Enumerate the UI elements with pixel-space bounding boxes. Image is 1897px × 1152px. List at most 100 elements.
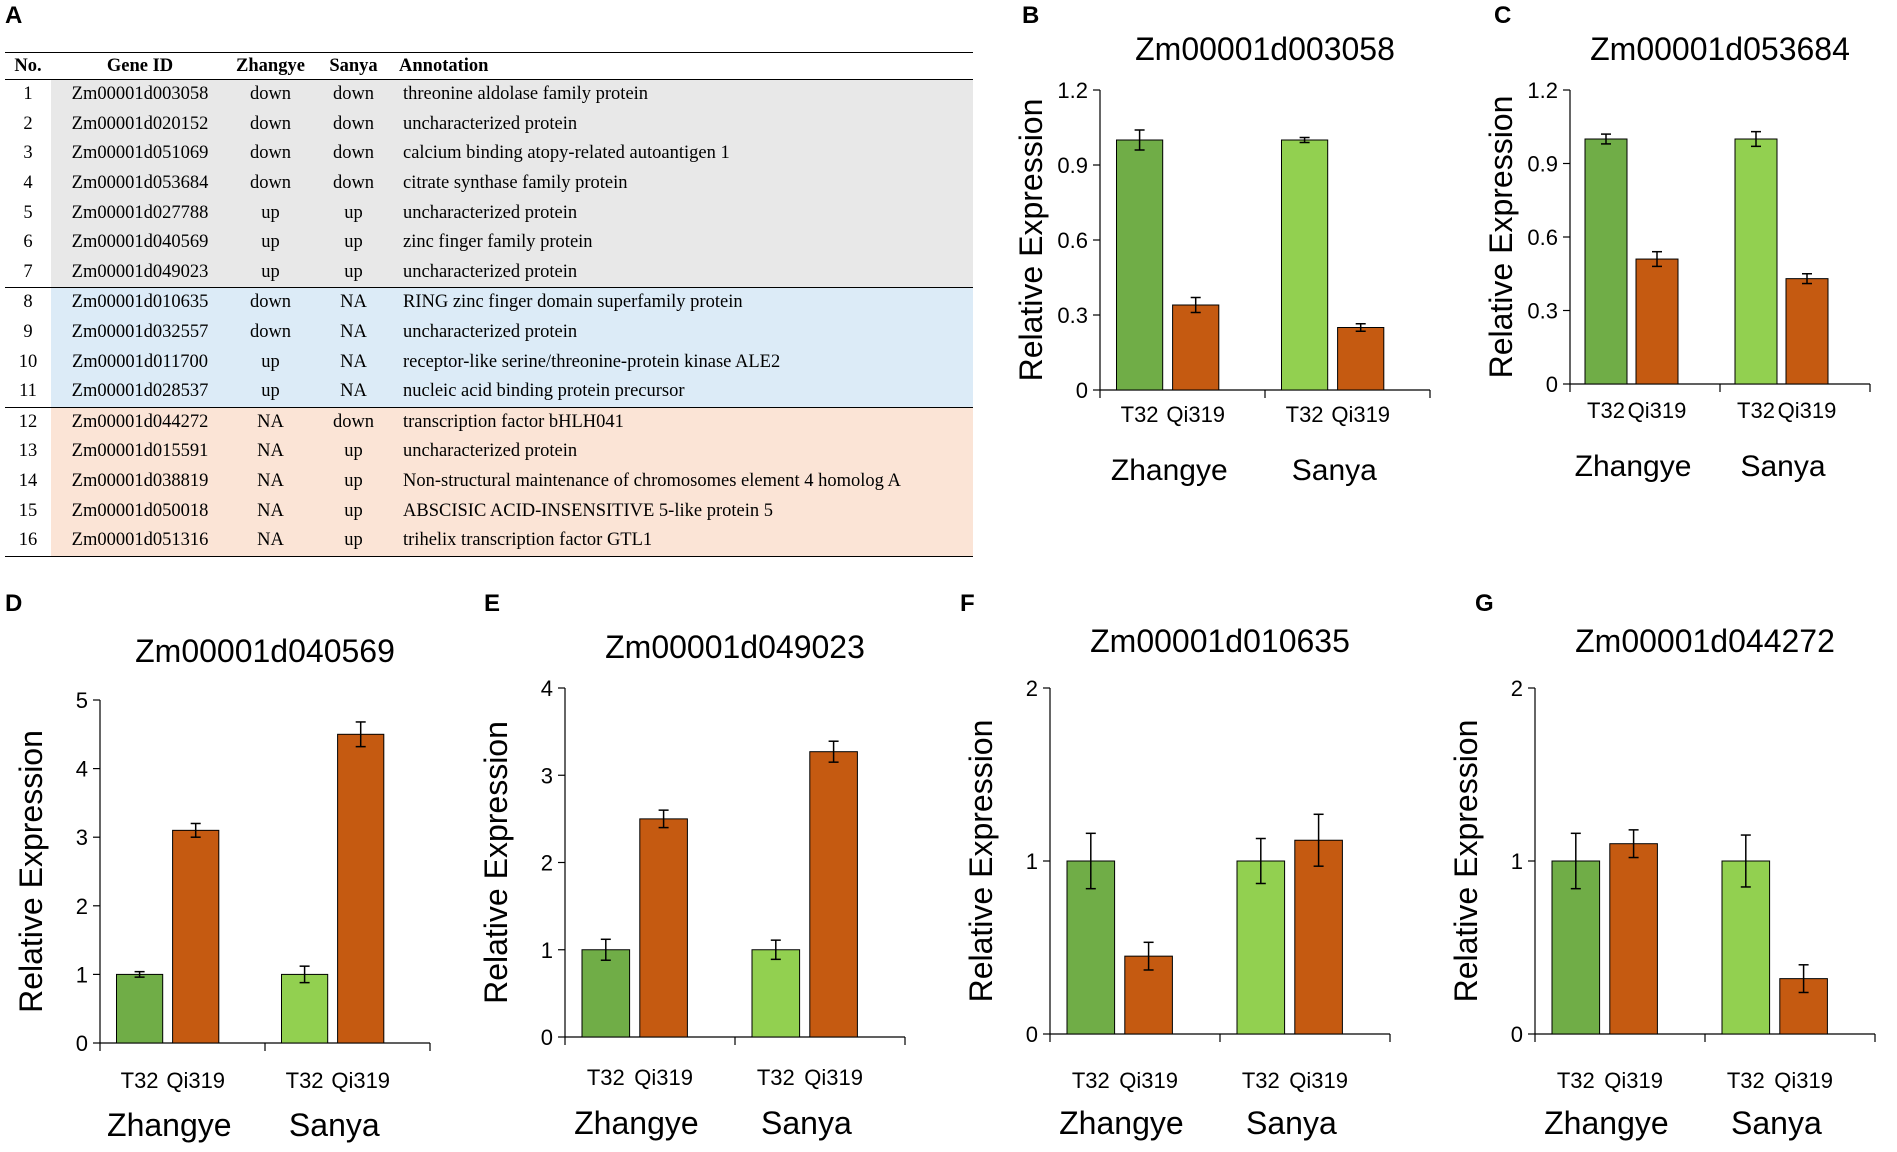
bar-t32-zhangye xyxy=(1066,860,1116,1035)
cell-gene-id: Zm00001d015591 xyxy=(51,437,229,467)
y-tick-label: 0.6 xyxy=(1527,225,1558,250)
x-group-label: Zhangye xyxy=(1575,450,1692,483)
x-category-label: Qi319 xyxy=(166,1068,225,1093)
cell-gene-id: Zm00001d051316 xyxy=(51,525,229,557)
y-tick-label: 3 xyxy=(541,763,553,788)
y-tick-label: 0.9 xyxy=(1057,153,1088,178)
table-row: 15 Zm00001d050018 NA up ABSCISIC ACID-INSENS… xyxy=(5,496,973,526)
cell-no: 4 xyxy=(5,168,51,199)
cell-no: 14 xyxy=(5,466,51,497)
table-row: 3 Zm00001d051069 down down calcium binding a… xyxy=(5,139,973,169)
table-body: 1 Zm00001d003058 down down threonine aldolas… xyxy=(5,79,973,557)
panel-label-g: G xyxy=(1475,590,1494,617)
y-axis-label: Relative Expression xyxy=(1483,96,1519,379)
cell-annotation: uncharacterized protein xyxy=(395,317,973,348)
x-group-label: Zhangye xyxy=(1059,1105,1184,1141)
cell-gene-id: Zm00001d050018 xyxy=(51,496,229,526)
cell-sanya: up xyxy=(312,257,395,288)
cell-sanya: up xyxy=(312,437,395,467)
bar-t32-sanya xyxy=(281,973,329,1044)
x-category-label: Qi319 xyxy=(1774,1068,1833,1093)
x-category-label: Qi319 xyxy=(1628,398,1687,423)
cell-zhangye: up xyxy=(229,376,312,408)
bar-qi319-zhangye xyxy=(639,818,688,1038)
cell-sanya: down xyxy=(312,109,395,140)
panel-label-b: B xyxy=(1022,2,1040,29)
cell-sanya: up xyxy=(312,525,395,557)
cell-zhangye: NA xyxy=(229,466,312,497)
chart-title: Zm00001d049023 xyxy=(605,629,865,665)
y-tick-label: 1 xyxy=(1026,849,1038,874)
bar-qi319-zhangye xyxy=(172,829,220,1044)
cell-no: 15 xyxy=(5,496,51,526)
bar-t32-sanya xyxy=(1721,860,1771,1035)
y-tick-label: 0.3 xyxy=(1527,299,1558,324)
x-category-label: Qi319 xyxy=(331,1068,390,1093)
cell-annotation: Non-structural maintenance of chromosome… xyxy=(395,466,973,497)
cell-annotation: calcium binding atopy-related autoantige… xyxy=(395,139,973,169)
cell-gene-id: Zm00001d032557 xyxy=(51,317,229,348)
panel-label-d: D xyxy=(5,590,23,617)
bar-t32-zhangye xyxy=(1551,860,1601,1035)
cell-sanya: NA xyxy=(312,287,395,318)
cell-gene-id: Zm00001d053684 xyxy=(51,168,229,199)
x-category-label: T32 xyxy=(286,1068,324,1093)
table-row: 10 Zm00001d011700 up NA receptor-like serine… xyxy=(5,347,973,377)
x-category-label: Qi319 xyxy=(1778,398,1837,423)
y-tick-label: 1.2 xyxy=(1057,78,1088,103)
cell-annotation: uncharacterized protein xyxy=(395,437,973,467)
cell-zhangye: up xyxy=(229,198,312,228)
cell-sanya: down xyxy=(312,79,395,110)
cell-sanya: up xyxy=(312,496,395,526)
y-axis-label: Relative Expression xyxy=(13,730,49,1013)
y-tick-label: 0 xyxy=(1546,372,1558,397)
cell-gene-id: Zm00001d049023 xyxy=(51,257,229,288)
cell-gene-id: Zm00001d011700 xyxy=(51,347,229,377)
cell-gene-id: Zm00001d010635 xyxy=(51,287,229,318)
cell-gene-id: Zm00001d003058 xyxy=(51,79,229,110)
gene-table: No. Gene ID Zhangye Sanya Annotation 1 Zm… xyxy=(5,52,973,557)
cell-annotation: transcription factor bHLH041 xyxy=(395,406,973,438)
x-group-label: Sanya xyxy=(289,1107,380,1143)
table-row: 7 Zm00001d049023 up up uncharacterized prote… xyxy=(5,257,973,288)
cell-no: 12 xyxy=(5,406,51,438)
bar-t32-sanya xyxy=(1236,860,1286,1035)
cell-no: 7 xyxy=(5,257,51,288)
y-tick-label: 1 xyxy=(1511,849,1523,874)
bar-qi319-sanya xyxy=(1294,839,1343,1035)
x-category-label: Qi319 xyxy=(1119,1068,1178,1093)
y-tick-label: 0 xyxy=(1076,378,1088,403)
panel-label-e: E xyxy=(484,590,501,617)
cell-gene-id: Zm00001d028537 xyxy=(51,376,229,408)
bar-qi319-zhangye xyxy=(1609,843,1658,1035)
table-row: 5 Zm00001d027788 up up uncharacterized prote… xyxy=(5,198,973,228)
cell-annotation: receptor-like serine/threonine-protein k… xyxy=(395,347,973,377)
chart-f: Zm00001d010635 Relative Expression 0 1 2 T32 Q… xyxy=(963,623,1391,1141)
bar-qi319-sanya xyxy=(1785,278,1829,385)
y-tick-label: 0 xyxy=(76,1031,88,1056)
header-zhangye: Zhangye xyxy=(229,52,312,80)
chart-c: Zm00001d053684 Relative Expression 0 0.3 0.6… xyxy=(1483,31,1871,483)
cell-gene-id: Zm00001d038819 xyxy=(51,466,229,497)
x-category-label: Qi319 xyxy=(804,1065,863,1090)
chart-title: Zm00001d010635 xyxy=(1090,623,1350,659)
chart-title: Zm00001d053684 xyxy=(1590,31,1850,67)
bar-t32-zhangye xyxy=(1584,138,1628,385)
header-annotation: Annotation xyxy=(395,52,973,80)
table-row: 2 Zm00001d020152 down down uncharacterized p… xyxy=(5,109,973,140)
cell-annotation: trihelix transcription factor GTL1 xyxy=(395,525,973,557)
table-row: 8 Zm00001d010635 down NA RING zinc finger do… xyxy=(5,287,973,318)
cell-annotation: nucleic acid binding protein precursor xyxy=(395,376,973,408)
x-category-label: T32 xyxy=(1286,402,1324,427)
cell-no: 6 xyxy=(5,227,51,258)
chart-title: Zm00001d044272 xyxy=(1575,623,1835,659)
cell-no: 9 xyxy=(5,317,51,348)
cell-gene-id: Zm00001d051069 xyxy=(51,139,229,169)
chart-b: Zm00001d003058 Relative Expression 0 0.3 0.6… xyxy=(1013,31,1431,487)
y-tick-label: 0.6 xyxy=(1057,228,1088,253)
cell-sanya: down xyxy=(312,168,395,199)
cell-sanya: up xyxy=(312,198,395,228)
x-category-label: T32 xyxy=(1242,1068,1280,1093)
y-tick-label: 2 xyxy=(76,894,88,919)
y-tick-label: 0 xyxy=(1511,1022,1523,1047)
